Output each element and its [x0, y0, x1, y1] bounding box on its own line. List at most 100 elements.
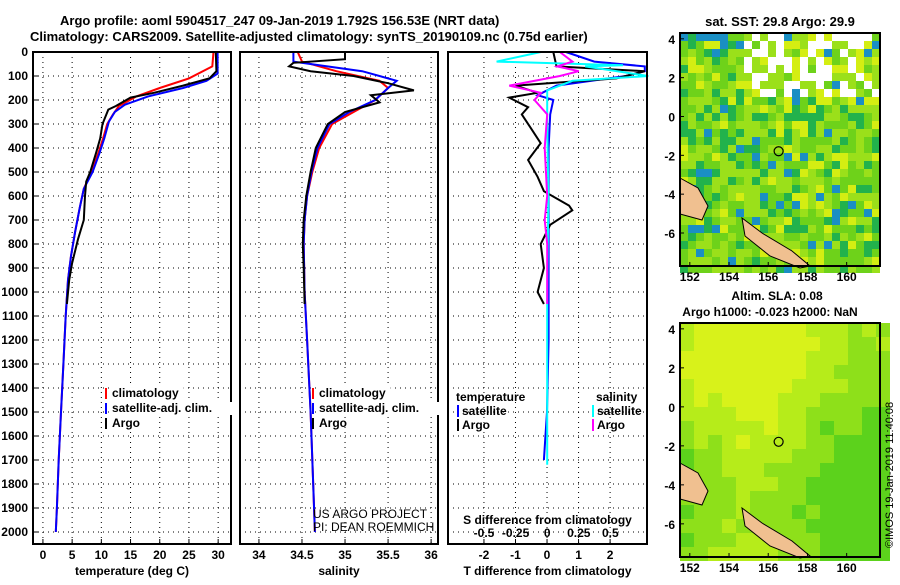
- map-cell: [752, 121, 760, 129]
- legend-swatch: [592, 405, 594, 417]
- map-x-tick-label: 160: [837, 270, 857, 284]
- map-cell: [808, 33, 816, 41]
- map-cell: [816, 89, 824, 97]
- map-cell: [864, 177, 872, 185]
- map-cell: [752, 129, 760, 137]
- map-cell: [816, 233, 824, 241]
- map-cell: [764, 337, 778, 351]
- map-cell: [744, 145, 752, 153]
- map-cell: [864, 201, 872, 209]
- map-cell: [832, 201, 840, 209]
- map-cell: [708, 365, 722, 379]
- map-cell: [872, 225, 880, 233]
- map-cell: [808, 225, 816, 233]
- map-cell: [840, 121, 848, 129]
- map-cell: [744, 121, 752, 129]
- map-cell: [750, 477, 764, 491]
- map-cell: [750, 547, 764, 561]
- map-cell: [720, 49, 728, 57]
- map-cell: [792, 153, 800, 161]
- map-cell: [864, 105, 872, 113]
- map-cell: [872, 41, 880, 49]
- map-cell: [768, 81, 776, 89]
- map-cell: [856, 57, 864, 65]
- map-cell: [704, 105, 712, 113]
- map-cell: [712, 57, 720, 65]
- map-cell: [816, 81, 824, 89]
- map-cell: [688, 217, 696, 225]
- map-cell: [792, 209, 800, 217]
- map-cell: [832, 193, 840, 201]
- map-cell: [784, 41, 792, 49]
- map-cell: [792, 169, 800, 177]
- map-cell: [876, 379, 890, 393]
- legend-entry: satellite: [597, 404, 642, 418]
- map-cell: [832, 41, 840, 49]
- map-cell: [736, 449, 750, 463]
- map-cell: [760, 177, 768, 185]
- map-cell: [720, 233, 728, 241]
- map-cell: [680, 89, 688, 97]
- map-cell: [752, 33, 760, 41]
- map-cell: [776, 81, 784, 89]
- map-cell: [864, 97, 872, 105]
- map-cell: [712, 113, 720, 121]
- map-cell: [720, 257, 728, 265]
- map-cell: [736, 57, 744, 65]
- map-cell: [832, 73, 840, 81]
- sla-map-subtitle: Argo h1000: -0.023 h2000: NaN: [682, 305, 857, 319]
- map-cell: [792, 217, 800, 225]
- map-cell: [744, 169, 752, 177]
- series-line-argo: [65, 51, 218, 305]
- map-cell: [872, 121, 880, 129]
- map-cell: [848, 533, 862, 547]
- map-cell: [708, 505, 722, 519]
- map-cell: [862, 323, 876, 337]
- map-cell: [864, 121, 872, 129]
- map-cell: [696, 41, 704, 49]
- plot-frame: [447, 51, 648, 545]
- credit-pi: PI: DEAN ROEMMICH: [313, 520, 434, 534]
- map-cell: [760, 225, 768, 233]
- map-cell: [832, 121, 840, 129]
- map-cell: [728, 241, 736, 249]
- map-cell: [856, 65, 864, 73]
- map-cell: [784, 265, 792, 273]
- map-x-tick-label: 156: [758, 270, 778, 284]
- map-cell: [840, 113, 848, 121]
- map-x-tick-label: 156: [758, 561, 778, 575]
- map-cell: [872, 145, 880, 153]
- y-tick-label: 100: [8, 69, 28, 83]
- map-cell: [776, 41, 784, 49]
- map-cell: [784, 193, 792, 201]
- map-cell: [688, 81, 696, 89]
- map-cell: [736, 33, 744, 41]
- map-cell: [832, 185, 840, 193]
- map-cell: [736, 145, 744, 153]
- map-cell: [784, 65, 792, 73]
- map-cell: [820, 407, 834, 421]
- series-line-argo: [286, 52, 415, 305]
- map-x-tick-label: 152: [680, 270, 700, 284]
- map-x-tick-label: 152: [680, 561, 700, 575]
- map-cell: [824, 153, 832, 161]
- map-cell: [696, 225, 704, 233]
- legend-entry: Argo: [319, 416, 347, 430]
- map-cell: [808, 177, 816, 185]
- map-cell: [792, 145, 800, 153]
- legend-swatch: [457, 405, 459, 417]
- map-cell: [728, 113, 736, 121]
- y-tick-label: 1800: [1, 477, 28, 491]
- map-cell: [824, 193, 832, 201]
- map-cell: [848, 407, 862, 421]
- map-cell: [792, 65, 800, 73]
- map-cell: [712, 257, 720, 265]
- map-cell: [840, 81, 848, 89]
- map-cell: [848, 491, 862, 505]
- map-cell: [840, 129, 848, 137]
- map-cell: [708, 407, 722, 421]
- map-cell: [872, 113, 880, 121]
- map-cell: [784, 89, 792, 97]
- x-tick-label: 10: [95, 548, 109, 562]
- map-cell: [864, 217, 872, 225]
